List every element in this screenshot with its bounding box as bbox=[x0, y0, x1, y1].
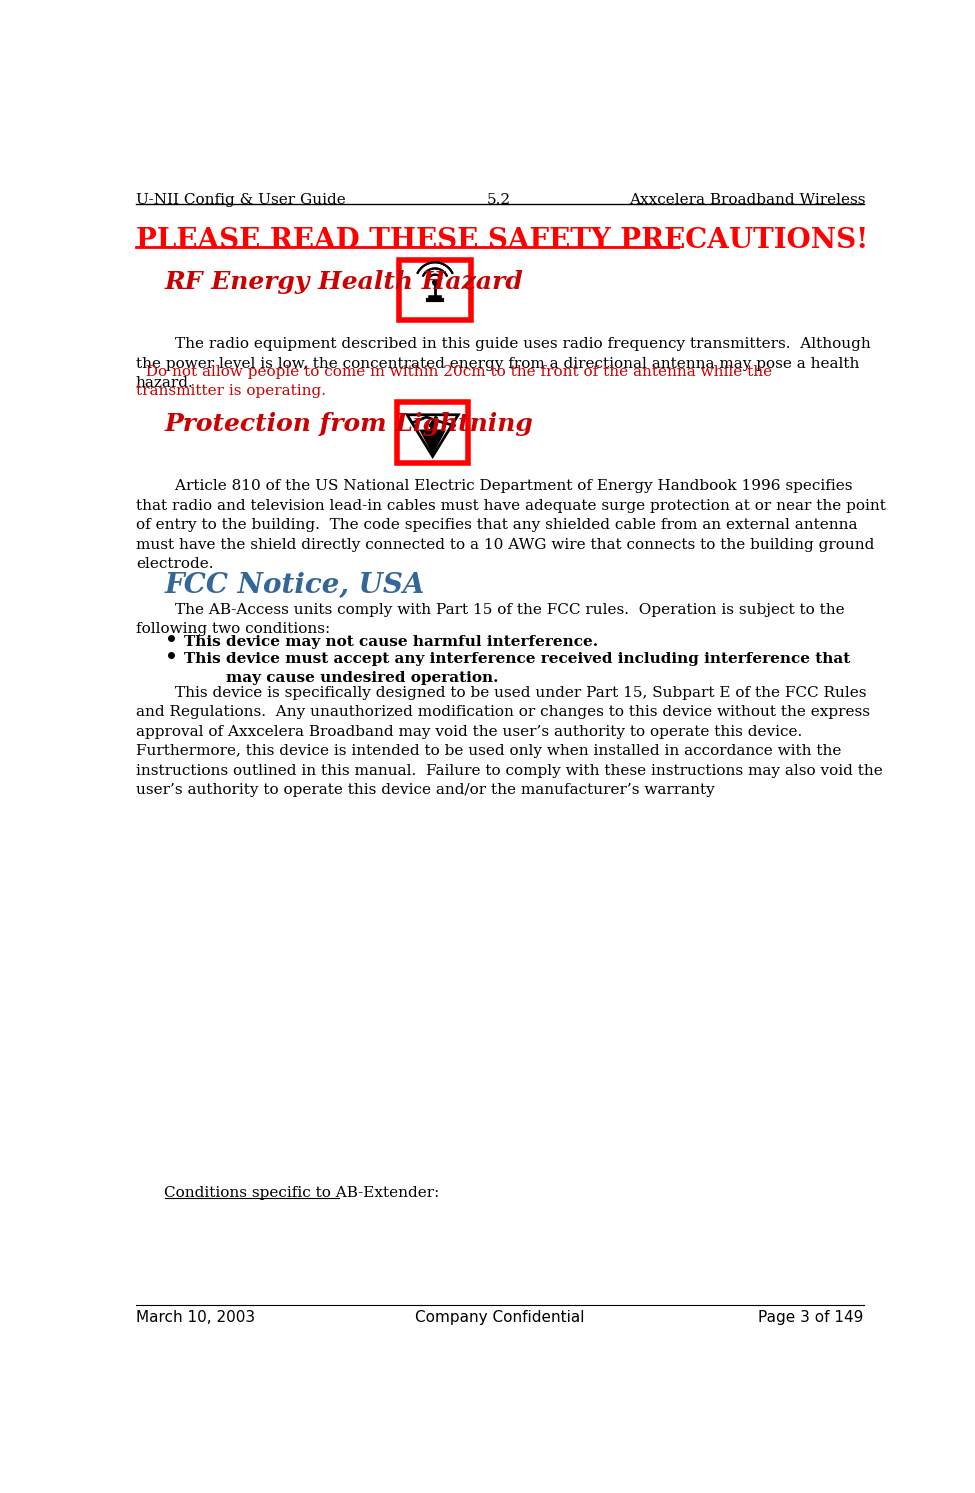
Bar bbox=[397, 403, 468, 463]
Text: 5.2: 5.2 bbox=[488, 193, 511, 208]
Text: PLEASE READ THESE SAFETY PRECAUTIONS!: PLEASE READ THESE SAFETY PRECAUTIONS! bbox=[136, 227, 868, 254]
Text: This device may not cause harmful interference.: This device may not cause harmful interf… bbox=[184, 635, 598, 649]
Text: March 10, 2003: March 10, 2003 bbox=[136, 1309, 254, 1324]
Text: This device is specifically designed to be used under Part 15, Subpart E of the : This device is specifically designed to … bbox=[136, 685, 882, 797]
Text: Axxcelera Broadband Wireless: Axxcelera Broadband Wireless bbox=[630, 193, 866, 208]
Bar bbox=[400, 260, 471, 320]
Text: FCC Notice, USA: FCC Notice, USA bbox=[165, 572, 425, 599]
Text: Conditions specific to AB-Extender:: Conditions specific to AB-Extender: bbox=[165, 1187, 440, 1200]
Text: Company Confidential: Company Confidential bbox=[414, 1309, 584, 1324]
Text: This device must accept any interference received including interference that
  : This device must accept any interference… bbox=[184, 652, 850, 685]
Text: The AB-Access units comply with Part 15 of the FCC rules.  Operation is subject : The AB-Access units comply with Part 15 … bbox=[136, 603, 844, 636]
Text: U-NII Config & User Guide: U-NII Config & User Guide bbox=[136, 193, 345, 208]
Text: The radio equipment described in this guide uses radio frequency transmitters.  : The radio equipment described in this gu… bbox=[136, 337, 871, 390]
Polygon shape bbox=[408, 415, 458, 457]
Text: Do not allow people to come in within 20cm to the front of the antenna while the: Do not allow people to come in within 20… bbox=[136, 364, 772, 399]
Text: RF Energy Health Hazard: RF Energy Health Hazard bbox=[165, 270, 524, 294]
Text: Protection from Lightning: Protection from Lightning bbox=[165, 412, 533, 436]
Text: Article 810 of the US National Electric Department of Energy Handbook 1996 speci: Article 810 of the US National Electric … bbox=[136, 479, 885, 572]
Polygon shape bbox=[420, 430, 445, 454]
Text: Page 3 of 149: Page 3 of 149 bbox=[759, 1309, 864, 1324]
